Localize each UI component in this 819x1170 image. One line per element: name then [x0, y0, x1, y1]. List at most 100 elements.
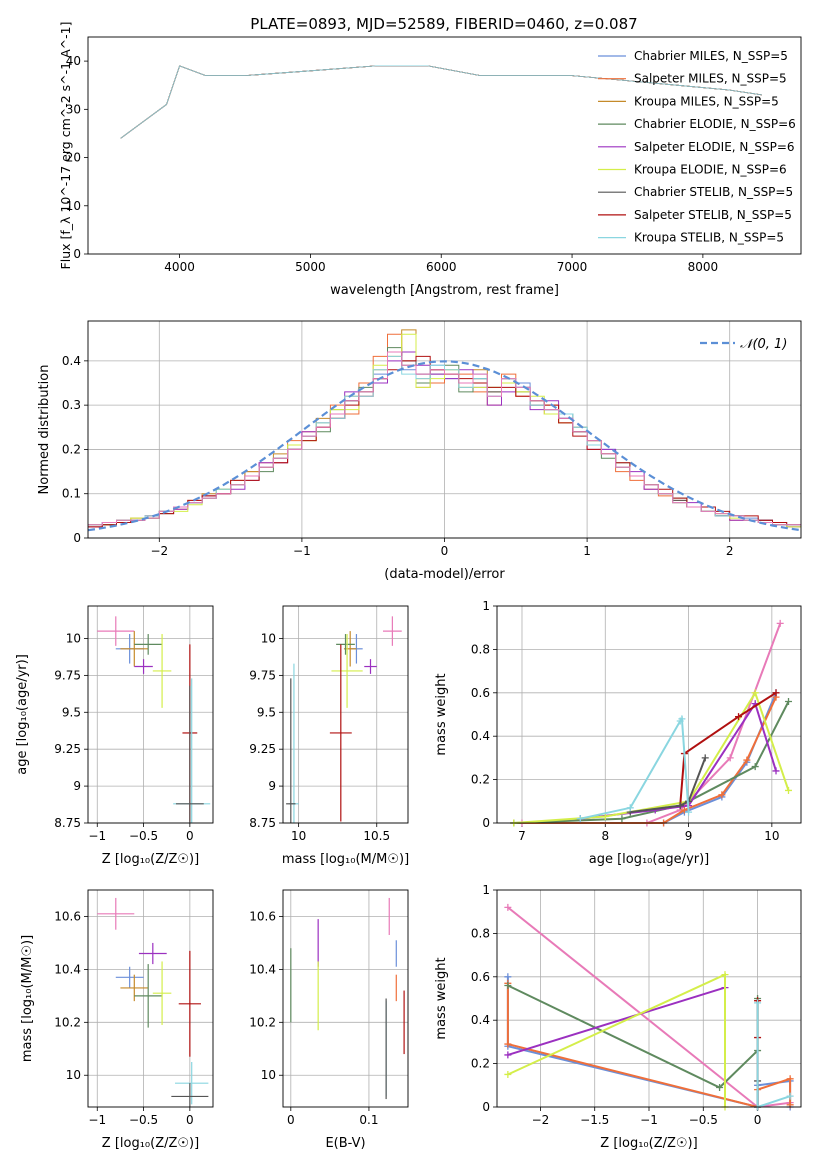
residual-histogram: [88, 351, 801, 538]
age-weight-frame: [496, 605, 802, 824]
legend-entry: Kroupa STELIB, N_SSP=5: [634, 231, 784, 245]
weight-point-marker: [504, 973, 512, 981]
residuals-ylabel: Normed distribution: [37, 365, 52, 495]
y-tick-label: 0: [482, 816, 490, 830]
y-tick-label: 0.4: [62, 354, 81, 368]
x-tick-label: −2: [150, 544, 168, 558]
z-mass-ylabel: mass [log₁₀(M/M☉)]: [20, 935, 35, 1062]
y-tick-label: 0.2: [471, 773, 490, 787]
ebv-mass-points: [290, 897, 405, 1100]
figure-title: PLATE=0893, MJD=52589, FIBERID=0460, z=0…: [250, 15, 637, 33]
y-tick-label: 8.75: [54, 816, 81, 830]
weight-point-marker: [716, 1083, 724, 1091]
y-tick-label: 0.3: [62, 398, 81, 412]
x-tick-label: 5000: [295, 260, 326, 274]
legend-entry: 𝒩(0, 1): [740, 337, 787, 352]
legend-entry: Chabrier STELIB, N_SSP=5: [634, 185, 793, 199]
y-tick-label: 0: [73, 247, 81, 261]
legend-entry: Chabrier MILES, N_SSP=5: [634, 49, 788, 63]
y-tick-label: 1: [482, 883, 490, 897]
y-tick-label: 0.6: [471, 970, 490, 984]
y-tick-label: 0.2: [471, 1057, 490, 1071]
weight-point-marker: [626, 804, 634, 812]
y-tick-label: 0: [73, 531, 81, 545]
spectrum-xlabel: wavelength [Angstrom, rest frame]: [330, 283, 559, 298]
legend-entry: Kroupa ELODIE, N_SSP=6: [634, 163, 787, 177]
spectrum-ylabel: Flux [f_λ 10^-17 erg cm^-2 s^-1 A^-1]: [58, 22, 73, 270]
mass-age-points: [286, 616, 402, 823]
y-tick-label: 0.6: [471, 686, 490, 700]
x-tick-label: 0: [754, 1113, 762, 1127]
weight-point-marker: [504, 1070, 512, 1078]
x-tick-label: −1: [640, 1113, 658, 1127]
mass-age-xlabel: mass [log₁₀(M/M☉)]: [282, 852, 409, 867]
y-tick-label: 0.2: [62, 442, 81, 456]
y-tick-label: 10.2: [249, 1015, 276, 1029]
weight-point-marker: [726, 754, 734, 762]
weight-point-marker: [721, 971, 729, 979]
residuals-frame: [87, 320, 802, 539]
spectrum-series-line: [120, 65, 762, 139]
z-weight-ylabel: mass weight: [434, 957, 449, 1039]
weight-point-marker: [785, 786, 793, 794]
y-tick-label: 20: [66, 151, 81, 165]
x-tick-label: 8: [601, 829, 609, 843]
z-age-xlabel: Z [log₁₀(Z/Z☉)]: [102, 852, 199, 867]
weight-point-marker: [685, 808, 693, 816]
y-tick-label: 9: [73, 779, 81, 793]
x-tick-label: −1: [88, 829, 106, 843]
weight-point-marker: [618, 815, 626, 823]
weight-point-marker: [743, 756, 751, 764]
weight-point-marker: [504, 1040, 512, 1048]
y-tick-label: 9.5: [62, 705, 81, 719]
y-tick-label: 10: [261, 631, 276, 645]
weight-point-marker: [772, 767, 780, 775]
residuals-hists: [88, 329, 801, 538]
z-age-ylabel: age [log₁₀(age/yr)]: [15, 654, 30, 775]
x-tick-label: 9: [685, 829, 693, 843]
x-tick-label: 0: [287, 1113, 295, 1127]
spectrum-lines: [120, 65, 762, 139]
x-tick-label: −1: [293, 544, 311, 558]
y-tick-label: 30: [66, 102, 81, 116]
weight-point-marker: [751, 763, 759, 771]
x-tick-label: 10: [764, 829, 779, 843]
x-tick-label: 7: [518, 829, 526, 843]
x-tick-label: 0: [441, 544, 449, 558]
y-tick-label: 10: [66, 631, 81, 645]
z-age-frame: [87, 605, 214, 824]
y-tick-label: 9.5: [257, 705, 276, 719]
ebv-mass-xlabel: E(B-V): [325, 1136, 365, 1151]
x-tick-label: −2: [532, 1113, 550, 1127]
weight-point-marker: [754, 999, 762, 1007]
mass-age-axes: 10 10.5 8.75 9 9.25 9.5 9.75 10: [249, 606, 408, 843]
gaussian-curve: [88, 360, 801, 532]
y-tick-label: 10: [261, 1068, 276, 1082]
spectrum-legend: Chabrier MILES, N_SSP=5 Salpeter MILES, N…: [598, 49, 796, 245]
x-tick-label: 2: [726, 544, 734, 558]
weight-point-marker: [785, 697, 793, 705]
age-weight-axes: 7 8 9 10 0 0.2 0.4 0.6 0.8 1: [471, 599, 801, 843]
ebv-mass-frame: [282, 889, 409, 1108]
x-tick-label: −0.5: [129, 829, 158, 843]
weight-point-marker: [680, 806, 688, 814]
x-tick-label: 4000: [164, 260, 195, 274]
y-tick-label: 10.6: [54, 909, 81, 923]
z-mass-points: [97, 897, 209, 1107]
x-tick-label: 7000: [557, 260, 588, 274]
weight-point-marker: [676, 802, 684, 810]
legend-entry: Salpeter STELIB, N_SSP=5: [634, 208, 792, 222]
x-tick-label: 6000: [426, 260, 457, 274]
y-tick-label: 10.2: [54, 1015, 81, 1029]
y-tick-label: 1: [482, 599, 490, 613]
legend-entry: Salpeter MILES, N_SSP=5: [634, 72, 787, 86]
x-tick-label: 0: [186, 1113, 194, 1127]
z-weight-xlabel: Z [log₁₀(Z/Z☉)]: [600, 1136, 697, 1151]
y-tick-label: 10.4: [54, 962, 81, 976]
weight-series-line: [679, 691, 777, 806]
y-tick-label: 9.25: [249, 742, 276, 756]
y-tick-label: 40: [66, 54, 81, 68]
weight-point-marker: [576, 815, 584, 823]
legend-entry: Kroupa MILES, N_SSP=5: [634, 94, 779, 108]
